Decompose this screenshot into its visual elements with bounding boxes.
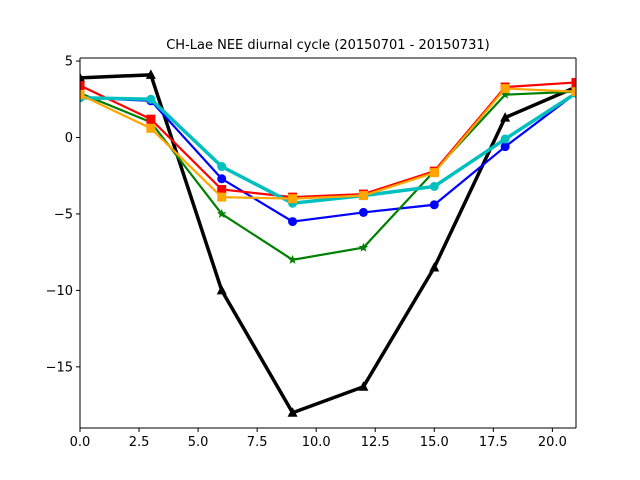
series-5-point-7 bbox=[571, 87, 576, 97]
plot-area: 0.0 2.5 5.0 7.5 10.0 12.5 15.0 17.5 20.0 5 0 −5 −10 −… bbox=[46, 55, 577, 450]
x-tick-label-5: 12.5 bbox=[361, 435, 390, 450]
x-tick-label-7: 17.5 bbox=[479, 435, 508, 450]
chart-title: CH-Lae NEE diurnal cycle (20150701 - 201… bbox=[166, 38, 490, 53]
series-1-point-3 bbox=[288, 217, 298, 227]
series-2-point-4 bbox=[358, 242, 369, 252]
series-1-point-5 bbox=[429, 200, 439, 210]
series-5-point-4 bbox=[358, 191, 368, 201]
x-tick-label-3: 7.5 bbox=[247, 435, 268, 450]
series-1-point-4 bbox=[358, 207, 368, 217]
series-2-point-6 bbox=[500, 89, 510, 99]
series-3-point-2 bbox=[217, 184, 227, 194]
series-1-line bbox=[80, 92, 576, 223]
y-tick-label-3: −10 bbox=[46, 284, 73, 299]
series-5-line bbox=[80, 87, 576, 200]
x-tick-label-1: 2.5 bbox=[129, 435, 150, 450]
series-0-point-4 bbox=[358, 381, 369, 391]
y-tick-label-1: 0 bbox=[65, 131, 73, 146]
y-tick-label-2: −5 bbox=[54, 207, 73, 222]
series-5-point-0 bbox=[80, 90, 85, 100]
axes-layer: 0.0 2.5 5.0 7.5 10.0 12.5 15.0 17.5 20.0 5 0 −5 −10 −… bbox=[46, 55, 577, 450]
y-tick-label-4: −15 bbox=[46, 360, 73, 375]
x-tick-label-4: 10.0 bbox=[302, 435, 331, 450]
series-2-point-3 bbox=[287, 254, 298, 264]
series-2-line bbox=[80, 90, 576, 261]
x-tick-label-2: 5.0 bbox=[188, 435, 209, 450]
series-3-point-1 bbox=[146, 114, 156, 124]
series-4-point-6 bbox=[500, 134, 510, 144]
series-layer bbox=[80, 69, 576, 417]
x-tick-label-8: 20.0 bbox=[538, 435, 567, 450]
series-0-point-6 bbox=[500, 112, 511, 122]
y-tick-label-0: 5 bbox=[65, 55, 73, 70]
series-5-point-1 bbox=[146, 123, 156, 133]
series-1-point-6 bbox=[500, 142, 510, 152]
series-4-point-1 bbox=[146, 94, 156, 104]
series-1-point-2 bbox=[217, 174, 227, 184]
series-4-point-5 bbox=[429, 181, 439, 191]
series-4-point-2 bbox=[217, 162, 227, 172]
series-0-point-2 bbox=[216, 284, 227, 295]
x-tick-label-6: 15.0 bbox=[420, 435, 449, 450]
series-4-line bbox=[80, 91, 576, 206]
series-0-point-0 bbox=[80, 72, 85, 82]
x-tick-label-0: 0.0 bbox=[70, 435, 91, 450]
series-3-point-0 bbox=[80, 81, 85, 91]
series-5-point-2 bbox=[217, 192, 227, 202]
series-0-point-5 bbox=[429, 261, 440, 272]
series-5 bbox=[80, 84, 576, 204]
series-0-point-1 bbox=[145, 69, 156, 79]
series-5-point-3 bbox=[288, 194, 298, 204]
series-5-point-5 bbox=[429, 168, 439, 178]
series-5-point-6 bbox=[500, 84, 510, 94]
series-0-point-3 bbox=[287, 407, 298, 417]
series-3-point-7 bbox=[571, 77, 576, 87]
series-2-point-2 bbox=[216, 208, 227, 218]
